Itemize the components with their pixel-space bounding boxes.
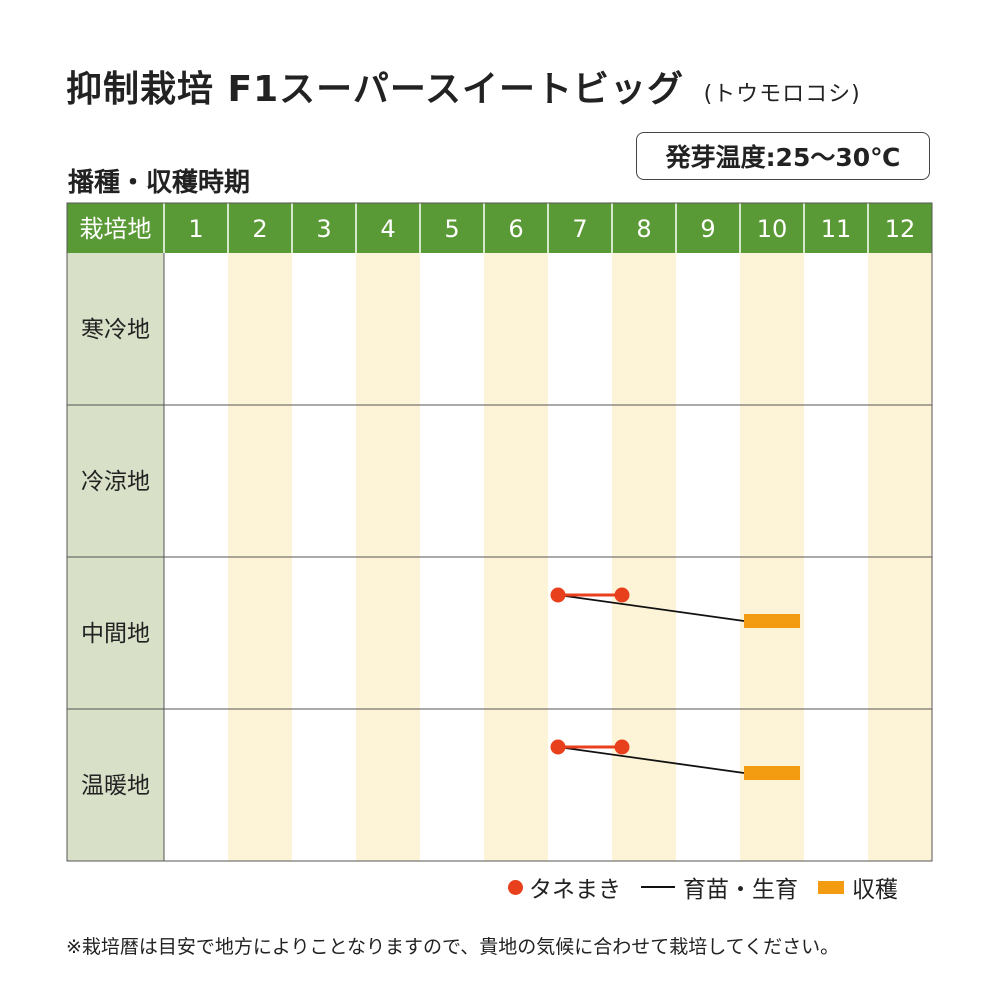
month-header-9: 9 [700, 215, 715, 243]
harvest-bar [744, 766, 800, 780]
growing-line [557, 594, 745, 622]
title-main: 抑制栽培 F1スーパースイートビッグ [66, 69, 685, 110]
month-header-1: 1 [188, 215, 203, 243]
month-header-4: 4 [380, 215, 395, 243]
region-label: 寒冷地 [81, 317, 150, 343]
harvest-bar [744, 614, 800, 628]
legend-sowing-label: タネまき [529, 877, 621, 903]
region-label: 中間地 [81, 621, 150, 647]
footnote: ※栽培暦は目安で地方によりことなりますので、貴地の気候に合わせて栽培してください… [66, 936, 840, 958]
month-header-6: 6 [508, 215, 523, 243]
month-header-5: 5 [444, 215, 459, 243]
harvest-bar-icon [818, 880, 844, 894]
sowing-dot-icon [508, 879, 523, 895]
header-corner-label: 栽培地 [80, 215, 152, 243]
legend-growing: 育苗・生育 [641, 870, 798, 904]
month-header-12: 12 [885, 215, 916, 243]
month-header-3: 3 [316, 215, 331, 243]
germination-temp-badge: 発芽温度:25〜30℃ [636, 132, 930, 180]
legend-growing-label: 育苗・生育 [683, 877, 798, 903]
sowing-end-dot [614, 587, 630, 603]
header-row-bg [67, 203, 932, 253]
legend-harvest: 収穫 [818, 870, 898, 904]
germination-temp-text: 発芽温度:25〜30℃ [665, 143, 901, 172]
growing-line-icon [641, 886, 675, 888]
sowing-start-dot [550, 739, 566, 755]
growing-line [557, 746, 745, 774]
calendar-heading: 播種・収穫時期 [68, 168, 251, 198]
month-header-10: 10 [757, 215, 788, 243]
sowing-start-dot [550, 587, 566, 603]
month-header-2: 2 [252, 215, 267, 243]
title-sub: (トウモロコシ) [703, 82, 861, 107]
calendar-border [66, 202, 933, 862]
legend-harvest-label: 収穫 [852, 877, 898, 903]
legend: タネまき 育苗・生育 収穫 [508, 870, 898, 904]
month-header-11: 11 [821, 215, 852, 243]
month-header-7: 7 [572, 215, 587, 243]
legend-sowing: タネまき [508, 870, 621, 904]
region-label: 温暖地 [81, 773, 150, 799]
region-label: 冷涼地 [81, 469, 150, 495]
sowing-end-dot [614, 739, 630, 755]
month-header-8: 8 [636, 215, 651, 243]
page-title: 抑制栽培 F1スーパースイートビッグ (トウモロコシ) [66, 60, 861, 112]
